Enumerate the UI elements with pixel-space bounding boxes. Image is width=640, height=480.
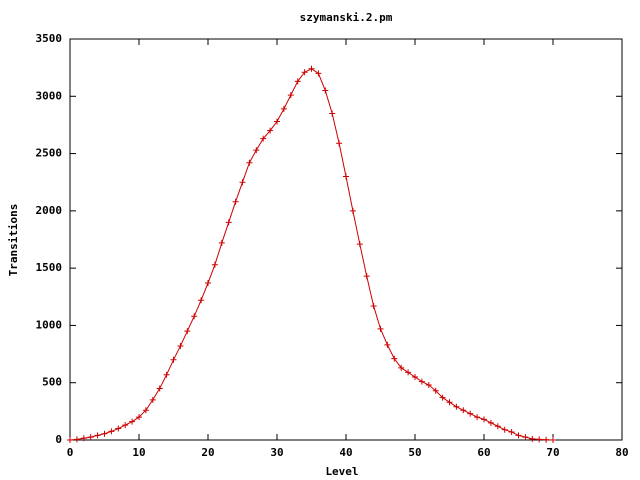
data-point [432, 387, 439, 394]
data-point [232, 198, 239, 205]
data-point [522, 434, 529, 441]
data-point [398, 364, 405, 371]
data-point [508, 428, 515, 435]
x-tick-label: 70 [546, 446, 559, 459]
data-point [267, 127, 274, 134]
x-tick-label: 80 [615, 446, 628, 459]
data-point [108, 428, 115, 435]
data-point [370, 302, 377, 309]
y-tick-label: 3500 [36, 32, 63, 45]
data-point [294, 78, 301, 85]
data-point [384, 341, 391, 348]
data-point [349, 207, 356, 214]
data-point [246, 159, 253, 166]
data-point [156, 385, 163, 392]
y-tick-label: 0 [55, 433, 62, 446]
data-point [439, 394, 446, 401]
data-point [122, 422, 129, 429]
y-tick-label: 2500 [36, 147, 63, 160]
y-axis-label: Transitions [7, 204, 20, 277]
data-point [73, 436, 80, 443]
data-point [343, 173, 349, 180]
x-tick-label: 50 [408, 446, 421, 459]
data-point [453, 403, 460, 410]
y-tick-label: 3000 [36, 89, 63, 102]
data-point [515, 432, 522, 439]
data-point [280, 105, 287, 112]
data-point [239, 179, 246, 186]
data-point [391, 355, 398, 362]
data-point [377, 325, 384, 332]
x-axis-label: Level [325, 465, 358, 478]
data-point [253, 147, 260, 154]
data-point [177, 343, 184, 350]
data-point [363, 273, 370, 280]
data-point [101, 430, 108, 437]
y-tick-label: 500 [42, 376, 62, 389]
data-point [536, 436, 543, 443]
data-point [163, 371, 170, 378]
y-tick-label: 1000 [36, 318, 63, 331]
data-point [301, 69, 308, 76]
data-point [550, 437, 556, 443]
data-point [225, 219, 232, 226]
data-point [487, 419, 494, 426]
data-point [191, 313, 198, 320]
data-point [412, 373, 418, 380]
data-point [446, 399, 453, 406]
x-tick-label: 0 [67, 446, 74, 459]
x-tick-label: 10 [132, 446, 145, 459]
data-point [198, 297, 205, 304]
data-point [460, 407, 467, 414]
data-point [94, 432, 101, 439]
x-tick-label: 60 [477, 446, 490, 459]
data-point [67, 437, 73, 443]
data-point [115, 425, 122, 432]
data-point [129, 418, 136, 425]
y-tick-label: 1500 [36, 261, 63, 274]
data-point [418, 378, 425, 385]
data-point [149, 396, 156, 403]
data-point [80, 435, 87, 442]
data-point [474, 414, 481, 421]
data-point [501, 426, 508, 433]
data-point [205, 280, 211, 287]
data-point [142, 407, 149, 414]
data-point [543, 436, 550, 443]
data-point [529, 435, 536, 442]
data-point [329, 110, 336, 117]
data-point [315, 70, 322, 77]
x-tick-label: 30 [270, 446, 283, 459]
x-tick-label: 20 [201, 446, 214, 459]
chart-title: szymanski.2.pm [300, 11, 393, 24]
data-point [170, 356, 177, 363]
data-point [467, 410, 474, 417]
y-tick-label: 2000 [36, 204, 63, 217]
data-point [425, 382, 432, 389]
data-point [481, 416, 487, 423]
data-point [494, 423, 501, 430]
data-point [322, 87, 329, 94]
data-point [405, 369, 412, 376]
data-point [218, 239, 225, 246]
data-point [136, 414, 142, 421]
x-tick-label: 40 [339, 446, 352, 459]
data-point [274, 118, 280, 125]
data-point [356, 241, 363, 248]
data-point [184, 328, 191, 335]
data-point [308, 65, 315, 72]
data-point [287, 92, 294, 99]
data-point [87, 434, 94, 441]
data-point [336, 140, 343, 147]
data-point [260, 135, 267, 142]
data-point [211, 261, 218, 268]
